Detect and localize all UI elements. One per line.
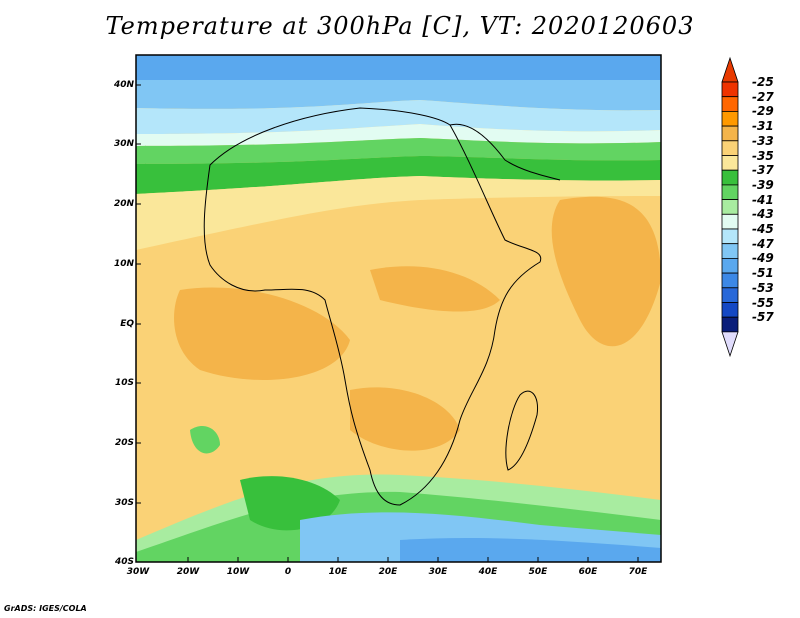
field-green-islet	[190, 425, 220, 454]
colorbar-label: -33	[752, 133, 774, 148]
lon-label-10w: 10W	[226, 567, 250, 577]
colorbar-label: -53	[752, 280, 774, 295]
credit-text: GrADS: IGES/COLA	[4, 604, 87, 613]
field-cold-north	[136, 55, 661, 80]
lat-label-20s: 20S	[114, 438, 134, 448]
colorbar-segment	[721, 213, 739, 230]
lat-label-10n: 10N	[113, 259, 134, 269]
colorbar-segment	[721, 155, 739, 171]
lat-label-10s: 10S	[114, 378, 134, 388]
colorbar-label: -27	[752, 89, 774, 104]
lat-label-30s: 30S	[114, 498, 134, 508]
temperature-field	[136, 55, 661, 562]
colorbar-segment	[721, 228, 739, 245]
colorbar-segment	[721, 96, 739, 112]
colorbar-segment	[721, 316, 739, 333]
field-band-43	[136, 100, 661, 134]
colorbar-top-arrow	[721, 56, 739, 83]
field-band-45	[136, 80, 661, 111]
colorbar-label: -29	[752, 104, 774, 119]
lon-label-20w: 20W	[176, 567, 200, 577]
lon-label-0: 0	[284, 567, 292, 577]
lat-label-30n: 30N	[113, 139, 134, 149]
field-green-patch	[240, 476, 340, 531]
colorbar-segment	[721, 111, 739, 127]
colorbar-label: -51	[752, 266, 774, 281]
colorbar-label: -43	[752, 207, 774, 222]
lon-label-70e: 70E	[628, 567, 648, 577]
lon-label-30e: 30E	[428, 567, 448, 577]
colorbar-label: -45	[752, 222, 774, 236]
field-warm-central	[370, 266, 500, 312]
axis-ticks	[136, 84, 639, 562]
colorbar-segment	[721, 169, 739, 186]
colorbar-label: -39	[752, 177, 774, 192]
colorbar-label: -55	[752, 295, 774, 310]
colorbar-segment	[721, 272, 739, 289]
map-title: Temperature at 300hPa [C], VT: 202012060…	[105, 12, 695, 40]
field-warm-southern	[350, 387, 460, 451]
lon-label-20e: 20E	[378, 567, 398, 577]
colorbar-label: -31	[752, 119, 774, 134]
colorbar-segment	[721, 184, 739, 200]
lon-label-60e: 60E	[578, 567, 598, 577]
colorbar-segment	[721, 81, 739, 98]
colorbar-label: -57	[752, 310, 774, 325]
field-band-47-south	[400, 537, 661, 562]
colorbar-segment	[721, 287, 739, 303]
colorbar-segment	[721, 125, 739, 142]
field-warm-indian	[551, 196, 661, 347]
colorbar	[721, 56, 739, 358]
colorbar-label: -41	[752, 192, 774, 207]
field-band-39	[136, 138, 661, 164]
field-band-35	[136, 176, 661, 250]
colorbar-segment	[721, 243, 739, 259]
colorbar-bottom-arrow	[721, 331, 739, 358]
colorbar-segment	[721, 140, 739, 156]
lat-label-eq: EQ	[120, 319, 134, 329]
lat-label-40n: 40N	[113, 80, 134, 90]
map-frame	[135, 54, 662, 563]
madagascar-coastline	[505, 390, 539, 471]
arabia-coastline	[449, 123, 561, 181]
field-band-37	[136, 156, 661, 194]
lon-label-30w: 30W	[126, 567, 150, 577]
field-band-41	[136, 124, 661, 146]
lat-label-20n: 20N	[113, 199, 134, 209]
colorbar-label: -37	[752, 163, 774, 178]
colorbar-segment	[721, 302, 739, 318]
colorbar-label: -25	[752, 75, 774, 89]
colorbar-label: -49	[752, 251, 774, 266]
colorbar-segment	[721, 199, 739, 215]
coastlines	[203, 107, 561, 506]
lat-label-40s: 40S	[114, 557, 134, 567]
lon-label-10e: 10E	[328, 567, 348, 577]
colorbar-segment	[721, 257, 739, 274]
lon-label-50e: 50E	[528, 567, 548, 577]
field-warm-atlantic	[174, 287, 350, 380]
colorbar-label: -47	[752, 236, 774, 251]
africa-coastline	[203, 107, 542, 506]
colorbar-label: -35	[752, 148, 774, 163]
lon-label-40e: 40E	[478, 567, 498, 577]
